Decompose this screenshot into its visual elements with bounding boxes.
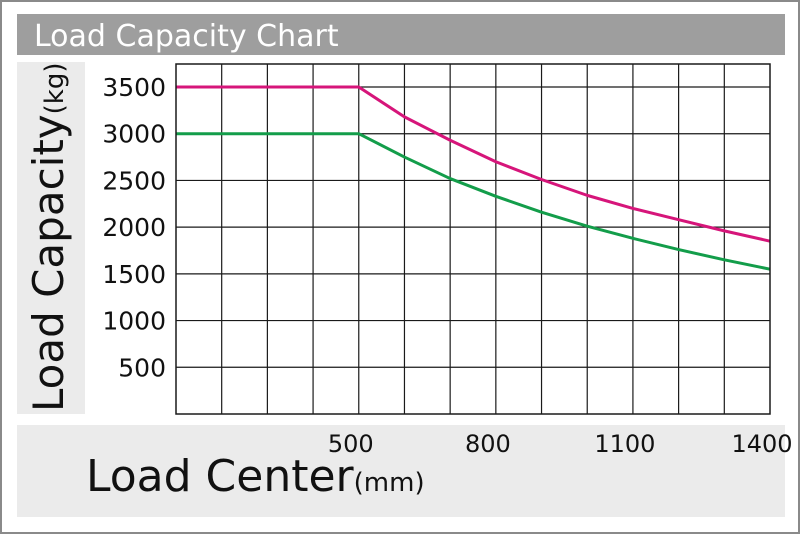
- y-tick-label: 2500: [102, 166, 166, 195]
- y-tick-label: 3000: [102, 120, 166, 149]
- plot-border: [175, 63, 771, 415]
- x-tick-label: 800: [465, 430, 511, 458]
- y-tick-label: 1500: [102, 260, 166, 289]
- y-axis-unit: (kg): [40, 62, 70, 114]
- series-lines: [176, 85, 771, 271]
- y-tick-label: 1000: [102, 307, 166, 336]
- x-tick-label: 500: [328, 430, 374, 458]
- plot-area: [176, 64, 770, 414]
- x-axis-unit: (mm): [354, 468, 425, 498]
- y-tick-labels: 500 1000 1500 2000 2500 3000 3500: [102, 73, 166, 382]
- y-tick-label: 3500: [102, 73, 166, 102]
- y-tick-label: 2000: [102, 213, 166, 242]
- series-line-lower: [176, 132, 771, 271]
- y-axis-panel: [17, 62, 85, 414]
- y-axis-label-text: Load Capacity: [24, 114, 73, 412]
- chart-title: Load Capacity Chart: [34, 19, 339, 54]
- x-axis-label-text: Load Center: [86, 451, 355, 502]
- series-line-upper: [176, 85, 771, 243]
- x-tick-label: 1100: [594, 430, 655, 458]
- x-tick-label: 1400: [731, 430, 792, 458]
- x-axis-label: Load Center(mm): [86, 451, 425, 502]
- y-tick-label: 500: [118, 353, 166, 382]
- title-bar: [17, 14, 785, 55]
- x-axis-panel: [17, 425, 785, 517]
- x-tick-labels: 500 800 1100 1400: [328, 430, 793, 458]
- y-axis-label: Load Capacity(kg): [24, 62, 73, 412]
